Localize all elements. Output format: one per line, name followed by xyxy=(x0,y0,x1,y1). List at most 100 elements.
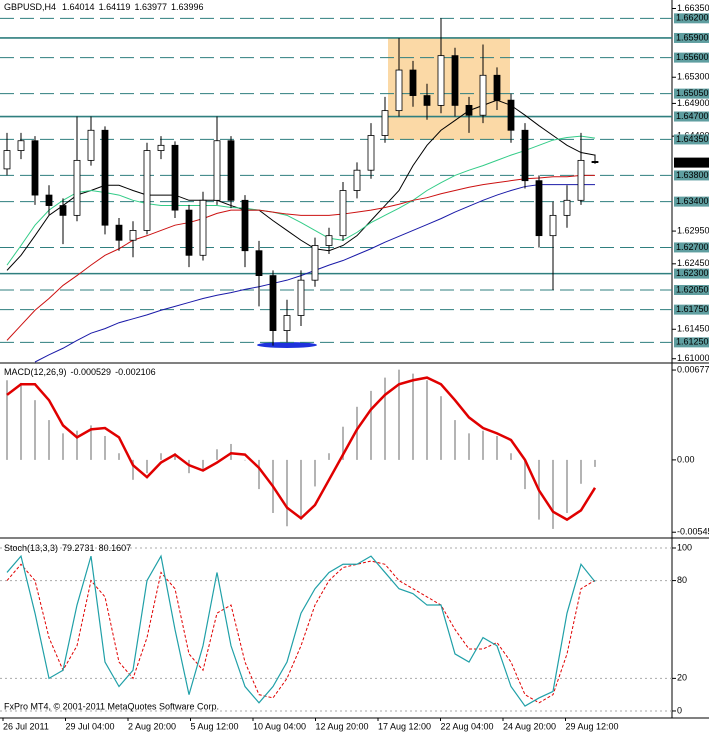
y-tick-label: -0.00545 xyxy=(677,527,709,537)
candle-body xyxy=(171,144,179,211)
open: 1.64014 xyxy=(62,2,95,12)
candle-body xyxy=(283,315,291,331)
x-tick-label: 29 Aug 12:00 xyxy=(566,721,619,731)
candle-body xyxy=(227,140,235,201)
macd-bar xyxy=(6,380,8,460)
y-tick-label: 20 xyxy=(677,673,687,683)
macd-bar xyxy=(594,459,596,467)
macd-signal-line xyxy=(6,376,597,522)
level-label-box xyxy=(674,52,709,63)
x-tick-label: 17 Aug 12:00 xyxy=(378,721,431,731)
level-label-box xyxy=(674,284,709,295)
candle-body xyxy=(353,169,361,191)
y-tick-label: 1.64900 xyxy=(677,98,709,108)
candle-body xyxy=(59,205,67,216)
y-tick-label: 0 xyxy=(677,705,682,715)
candle-body xyxy=(451,55,459,106)
macd-signal: -0.002106 xyxy=(115,367,156,377)
candle-body xyxy=(101,129,109,226)
candle-body xyxy=(87,129,95,161)
candle-body xyxy=(129,230,137,241)
macd-bar xyxy=(510,453,512,460)
x-tick-label: 26 Jul 2011 xyxy=(3,721,49,731)
y-tick-label: 1.65300 xyxy=(677,72,709,82)
candle-body xyxy=(3,150,11,170)
low: 1.63977 xyxy=(134,2,167,12)
macd-bar xyxy=(174,453,176,460)
price-label: 1.63996 xyxy=(676,157,709,167)
macd-bar xyxy=(566,459,568,513)
x-tick-label: 12 Aug 20:00 xyxy=(316,721,369,731)
candle-body xyxy=(437,55,445,106)
stoch-header: Stoch(13,3,3) 79.2731 80.1607 xyxy=(4,543,131,553)
level-label: 1.63800 xyxy=(676,170,709,180)
macd-bar xyxy=(286,459,288,527)
macd-bar xyxy=(104,436,106,460)
candle-body xyxy=(339,190,347,237)
stoch-signal: 80.1607 xyxy=(99,543,132,553)
y-tick-label: 80 xyxy=(677,575,687,585)
candle-body xyxy=(199,199,207,256)
macd-bar xyxy=(342,426,344,460)
y-tick-label: 0.00677 xyxy=(677,364,709,374)
y-tick-label: 1.66350 xyxy=(677,3,709,13)
macd-bar xyxy=(440,396,442,460)
macd-bar xyxy=(496,436,498,460)
macd-bar xyxy=(230,443,232,460)
macd-main: -0.000529 xyxy=(71,367,112,377)
level-label: 1.66200 xyxy=(676,13,709,23)
candle-body xyxy=(297,279,305,316)
macd-bar xyxy=(76,430,78,460)
candle-body xyxy=(465,104,473,116)
stoch-title: Stoch(13,3,3) xyxy=(4,543,58,553)
macd-bar xyxy=(62,433,64,460)
candle-body xyxy=(493,74,501,101)
candle-body xyxy=(577,159,585,201)
candle-body xyxy=(31,140,39,196)
level-label-box xyxy=(674,88,709,99)
level-label: 1.65900 xyxy=(676,32,709,42)
macd-bar xyxy=(90,425,92,460)
y-tick-label: 0.00 xyxy=(677,454,695,464)
macd-bar xyxy=(384,377,386,460)
candle-body xyxy=(185,209,193,256)
macd-bar xyxy=(160,453,162,460)
y-tick-label: 1.62450 xyxy=(677,258,709,268)
close: 1.63996 xyxy=(171,2,204,12)
candle-body xyxy=(269,275,277,331)
moving-average xyxy=(6,135,596,266)
candle-body xyxy=(45,194,53,206)
candle-body xyxy=(591,161,599,164)
candle-body xyxy=(17,140,25,151)
candle-body xyxy=(157,144,165,151)
candle-body xyxy=(213,140,221,201)
high: 1.64119 xyxy=(99,2,131,12)
candle-body xyxy=(563,199,571,216)
y-tick-label: 100 xyxy=(677,542,692,552)
candle-body xyxy=(549,214,557,237)
level-label: 1.62050 xyxy=(676,284,709,294)
candle-body xyxy=(143,150,151,231)
x-tick-label: 24 Aug 20:00 xyxy=(503,721,556,731)
stoch-main: 79.2731 xyxy=(62,543,95,553)
x-tick-label: 29 Jul 04:00 xyxy=(66,721,115,731)
macd-bar xyxy=(20,382,22,460)
price-box xyxy=(674,157,709,168)
macd-bar xyxy=(118,453,120,460)
symbol: GBPUSD,H4 xyxy=(4,2,56,12)
level-label: 1.61250 xyxy=(676,337,709,347)
y-tick-label: 1.61450 xyxy=(677,324,709,334)
level-label: 1.65050 xyxy=(676,88,709,98)
candle-body xyxy=(535,180,543,237)
moving-average xyxy=(6,174,595,341)
macd-bar xyxy=(328,453,330,460)
stoch-signal-line xyxy=(6,560,596,704)
candle-body xyxy=(423,95,431,106)
candle-body xyxy=(381,110,389,136)
candle-body xyxy=(115,224,123,241)
candle-body xyxy=(255,250,263,276)
level-label: 1.64350 xyxy=(676,134,709,144)
macd-bar xyxy=(34,400,36,460)
candle-body xyxy=(409,69,417,96)
macd-bar xyxy=(580,459,582,484)
